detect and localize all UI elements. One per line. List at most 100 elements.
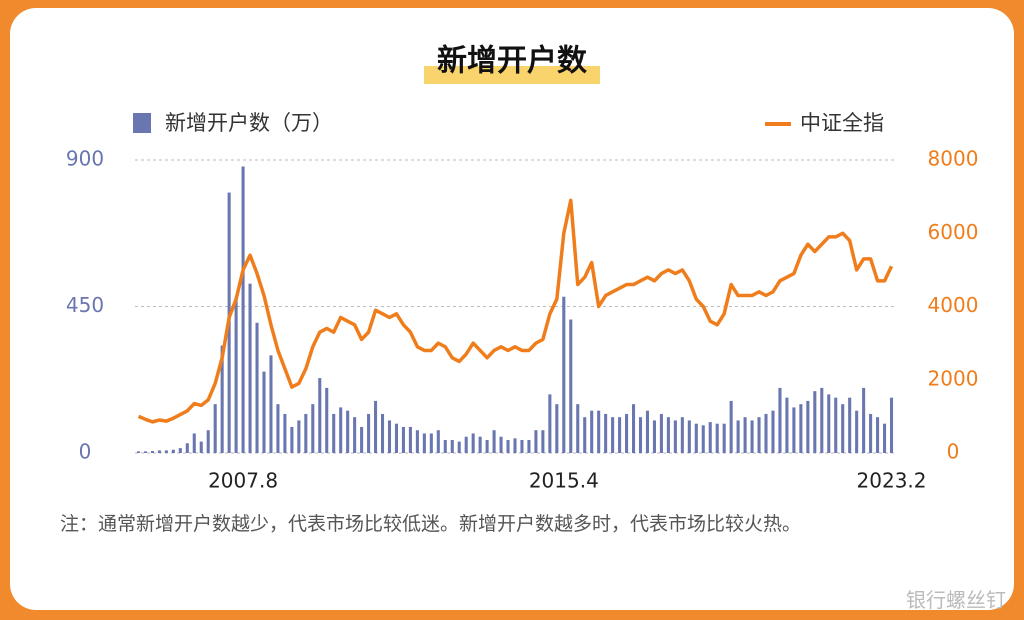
bar bbox=[150, 451, 154, 453]
bar bbox=[527, 439, 531, 453]
bar bbox=[694, 423, 698, 453]
y-tick-label: 900 bbox=[66, 147, 104, 171]
bar bbox=[185, 443, 189, 453]
x-tick-label: 2023.2 bbox=[857, 469, 927, 493]
bar bbox=[666, 417, 670, 453]
y2-tick-label: 6000 bbox=[928, 220, 979, 244]
bar bbox=[604, 413, 608, 453]
y-tick-label: 450 bbox=[66, 293, 104, 317]
bar bbox=[408, 426, 412, 453]
legend-label: 新增开户数（万） bbox=[165, 111, 333, 135]
bar bbox=[841, 404, 845, 453]
bar bbox=[213, 404, 217, 453]
bar bbox=[290, 426, 294, 453]
bar bbox=[157, 450, 161, 453]
bar bbox=[820, 387, 824, 453]
chart-title: 新增开户数 bbox=[437, 44, 588, 79]
bar bbox=[555, 404, 559, 453]
bar bbox=[862, 387, 866, 453]
bar bbox=[192, 433, 196, 453]
bar bbox=[297, 420, 301, 453]
bar bbox=[499, 436, 503, 453]
y-tick-label: 0 bbox=[79, 440, 92, 464]
card bbox=[10, 8, 1014, 610]
bar bbox=[631, 404, 636, 453]
bar bbox=[380, 413, 385, 453]
bar bbox=[164, 450, 168, 453]
bar bbox=[136, 451, 141, 453]
legend-swatch bbox=[133, 113, 151, 133]
bar bbox=[255, 322, 259, 453]
bar bbox=[778, 387, 782, 453]
bar bbox=[304, 413, 308, 453]
line bbox=[137, 198, 894, 424]
bar bbox=[576, 404, 580, 453]
bar bbox=[597, 410, 601, 453]
bar bbox=[401, 426, 405, 453]
bar bbox=[548, 394, 552, 453]
bar bbox=[332, 413, 336, 453]
bar bbox=[471, 433, 475, 453]
bar bbox=[429, 433, 433, 453]
bar bbox=[492, 430, 496, 453]
bar bbox=[715, 423, 719, 453]
bar bbox=[443, 439, 447, 453]
bar bbox=[889, 397, 894, 453]
bar bbox=[708, 422, 712, 453]
bar bbox=[750, 420, 754, 453]
bar bbox=[374, 400, 378, 453]
bar bbox=[680, 417, 684, 453]
bar bbox=[241, 166, 245, 453]
bar bbox=[785, 397, 789, 453]
bar bbox=[199, 441, 203, 453]
bar bbox=[764, 413, 768, 453]
bar bbox=[436, 430, 440, 453]
watermark: 银行螺丝钉 bbox=[906, 588, 1006, 612]
bar bbox=[583, 417, 587, 453]
bar bbox=[318, 378, 322, 453]
bar bbox=[618, 417, 622, 453]
bar bbox=[645, 410, 650, 453]
bar bbox=[611, 417, 615, 453]
bar bbox=[422, 433, 426, 453]
bar bbox=[394, 423, 399, 453]
bar bbox=[269, 355, 273, 453]
bar bbox=[248, 283, 252, 453]
bar bbox=[569, 319, 573, 453]
bar bbox=[834, 397, 838, 453]
y2-tick-label: 2000 bbox=[928, 366, 979, 390]
bar bbox=[360, 426, 364, 453]
bar bbox=[513, 438, 517, 453]
bar bbox=[276, 404, 280, 453]
bar bbox=[387, 420, 392, 453]
bar bbox=[673, 420, 677, 453]
bar bbox=[659, 413, 663, 453]
bar bbox=[813, 391, 817, 453]
bar bbox=[806, 400, 810, 453]
bar bbox=[827, 394, 831, 453]
bar bbox=[283, 413, 287, 453]
bar bbox=[757, 417, 761, 453]
bar bbox=[506, 439, 510, 453]
bar bbox=[464, 436, 468, 453]
bar bbox=[450, 439, 454, 453]
bar bbox=[415, 430, 419, 453]
bar bbox=[206, 430, 210, 453]
bar bbox=[771, 410, 775, 453]
bar bbox=[346, 410, 350, 453]
bar bbox=[171, 449, 175, 453]
bar bbox=[311, 404, 315, 453]
bar bbox=[625, 413, 629, 453]
y2-tick-label: 8000 bbox=[928, 147, 979, 171]
bar bbox=[262, 371, 266, 453]
bar bbox=[590, 410, 594, 453]
bar bbox=[687, 420, 691, 453]
bar bbox=[367, 413, 371, 453]
bar bbox=[722, 423, 726, 453]
bar bbox=[220, 345, 224, 453]
bar bbox=[855, 410, 859, 453]
x-tick-label: 2007.8 bbox=[208, 469, 278, 493]
legend-label: 中证全指 bbox=[800, 111, 884, 135]
bar bbox=[143, 451, 147, 453]
